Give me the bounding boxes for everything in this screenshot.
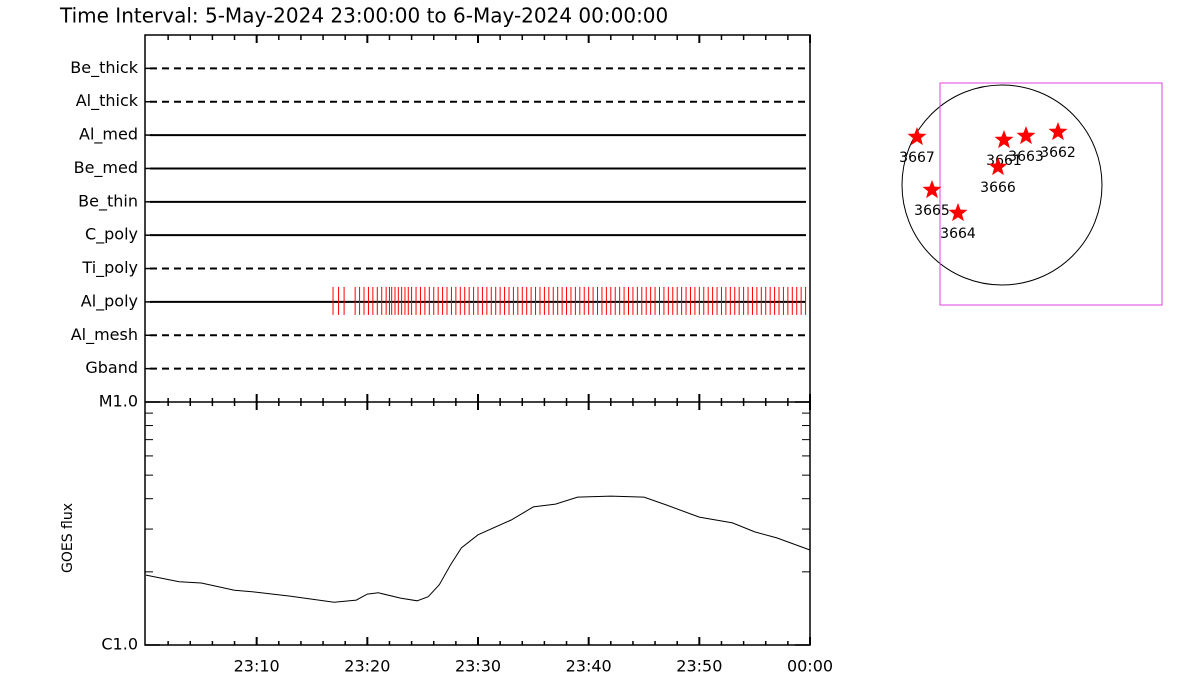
region-marker bbox=[1048, 122, 1068, 141]
region-label: 3663 bbox=[1008, 149, 1044, 165]
filter-label: Be_thick bbox=[70, 58, 138, 78]
region-label: 3666 bbox=[980, 180, 1016, 196]
x-tick-label: 23:30 bbox=[455, 657, 501, 676]
region-marker bbox=[1016, 126, 1036, 145]
region-marker bbox=[948, 203, 968, 222]
solar-disk bbox=[901, 84, 1103, 286]
y-tick-label: M1.0 bbox=[99, 392, 138, 411]
filter-label: C_poly bbox=[85, 225, 138, 245]
goes-flux-line bbox=[145, 495, 811, 603]
region-label: 3665 bbox=[914, 203, 950, 219]
filter-label: Gband bbox=[85, 358, 138, 377]
region-marker bbox=[922, 180, 942, 199]
filter-label: Al_med bbox=[79, 125, 138, 145]
x-tick-label: 23:40 bbox=[566, 657, 612, 676]
region-marker bbox=[907, 127, 927, 146]
y-axis-label: GOES flux bbox=[60, 503, 76, 573]
filter-label: Al_thick bbox=[76, 91, 139, 111]
filter-label: Be_med bbox=[74, 158, 138, 178]
filter-label: Al_poly bbox=[81, 291, 138, 311]
region-label: 3662 bbox=[1040, 145, 1076, 161]
field-of-view bbox=[939, 82, 1163, 306]
filter-label: Be_thin bbox=[78, 191, 138, 211]
x-tick-label: 23:20 bbox=[344, 657, 390, 676]
x-tick-label: 23:50 bbox=[676, 657, 722, 676]
region-label: 3667 bbox=[899, 150, 935, 166]
x-tick-label: 00:00 bbox=[787, 657, 833, 676]
region-marker bbox=[988, 157, 1008, 176]
chart-title: Time Interval: 5-May-2024 23:00:00 to 6-… bbox=[59, 4, 668, 28]
filter-label: Ti_poly bbox=[81, 258, 138, 278]
y-tick-label: C1.0 bbox=[101, 635, 138, 654]
x-tick-label: 23:10 bbox=[234, 657, 280, 676]
region-marker bbox=[994, 130, 1014, 149]
filter-label: Al_mesh bbox=[71, 325, 138, 345]
region-label: 3664 bbox=[940, 226, 976, 242]
